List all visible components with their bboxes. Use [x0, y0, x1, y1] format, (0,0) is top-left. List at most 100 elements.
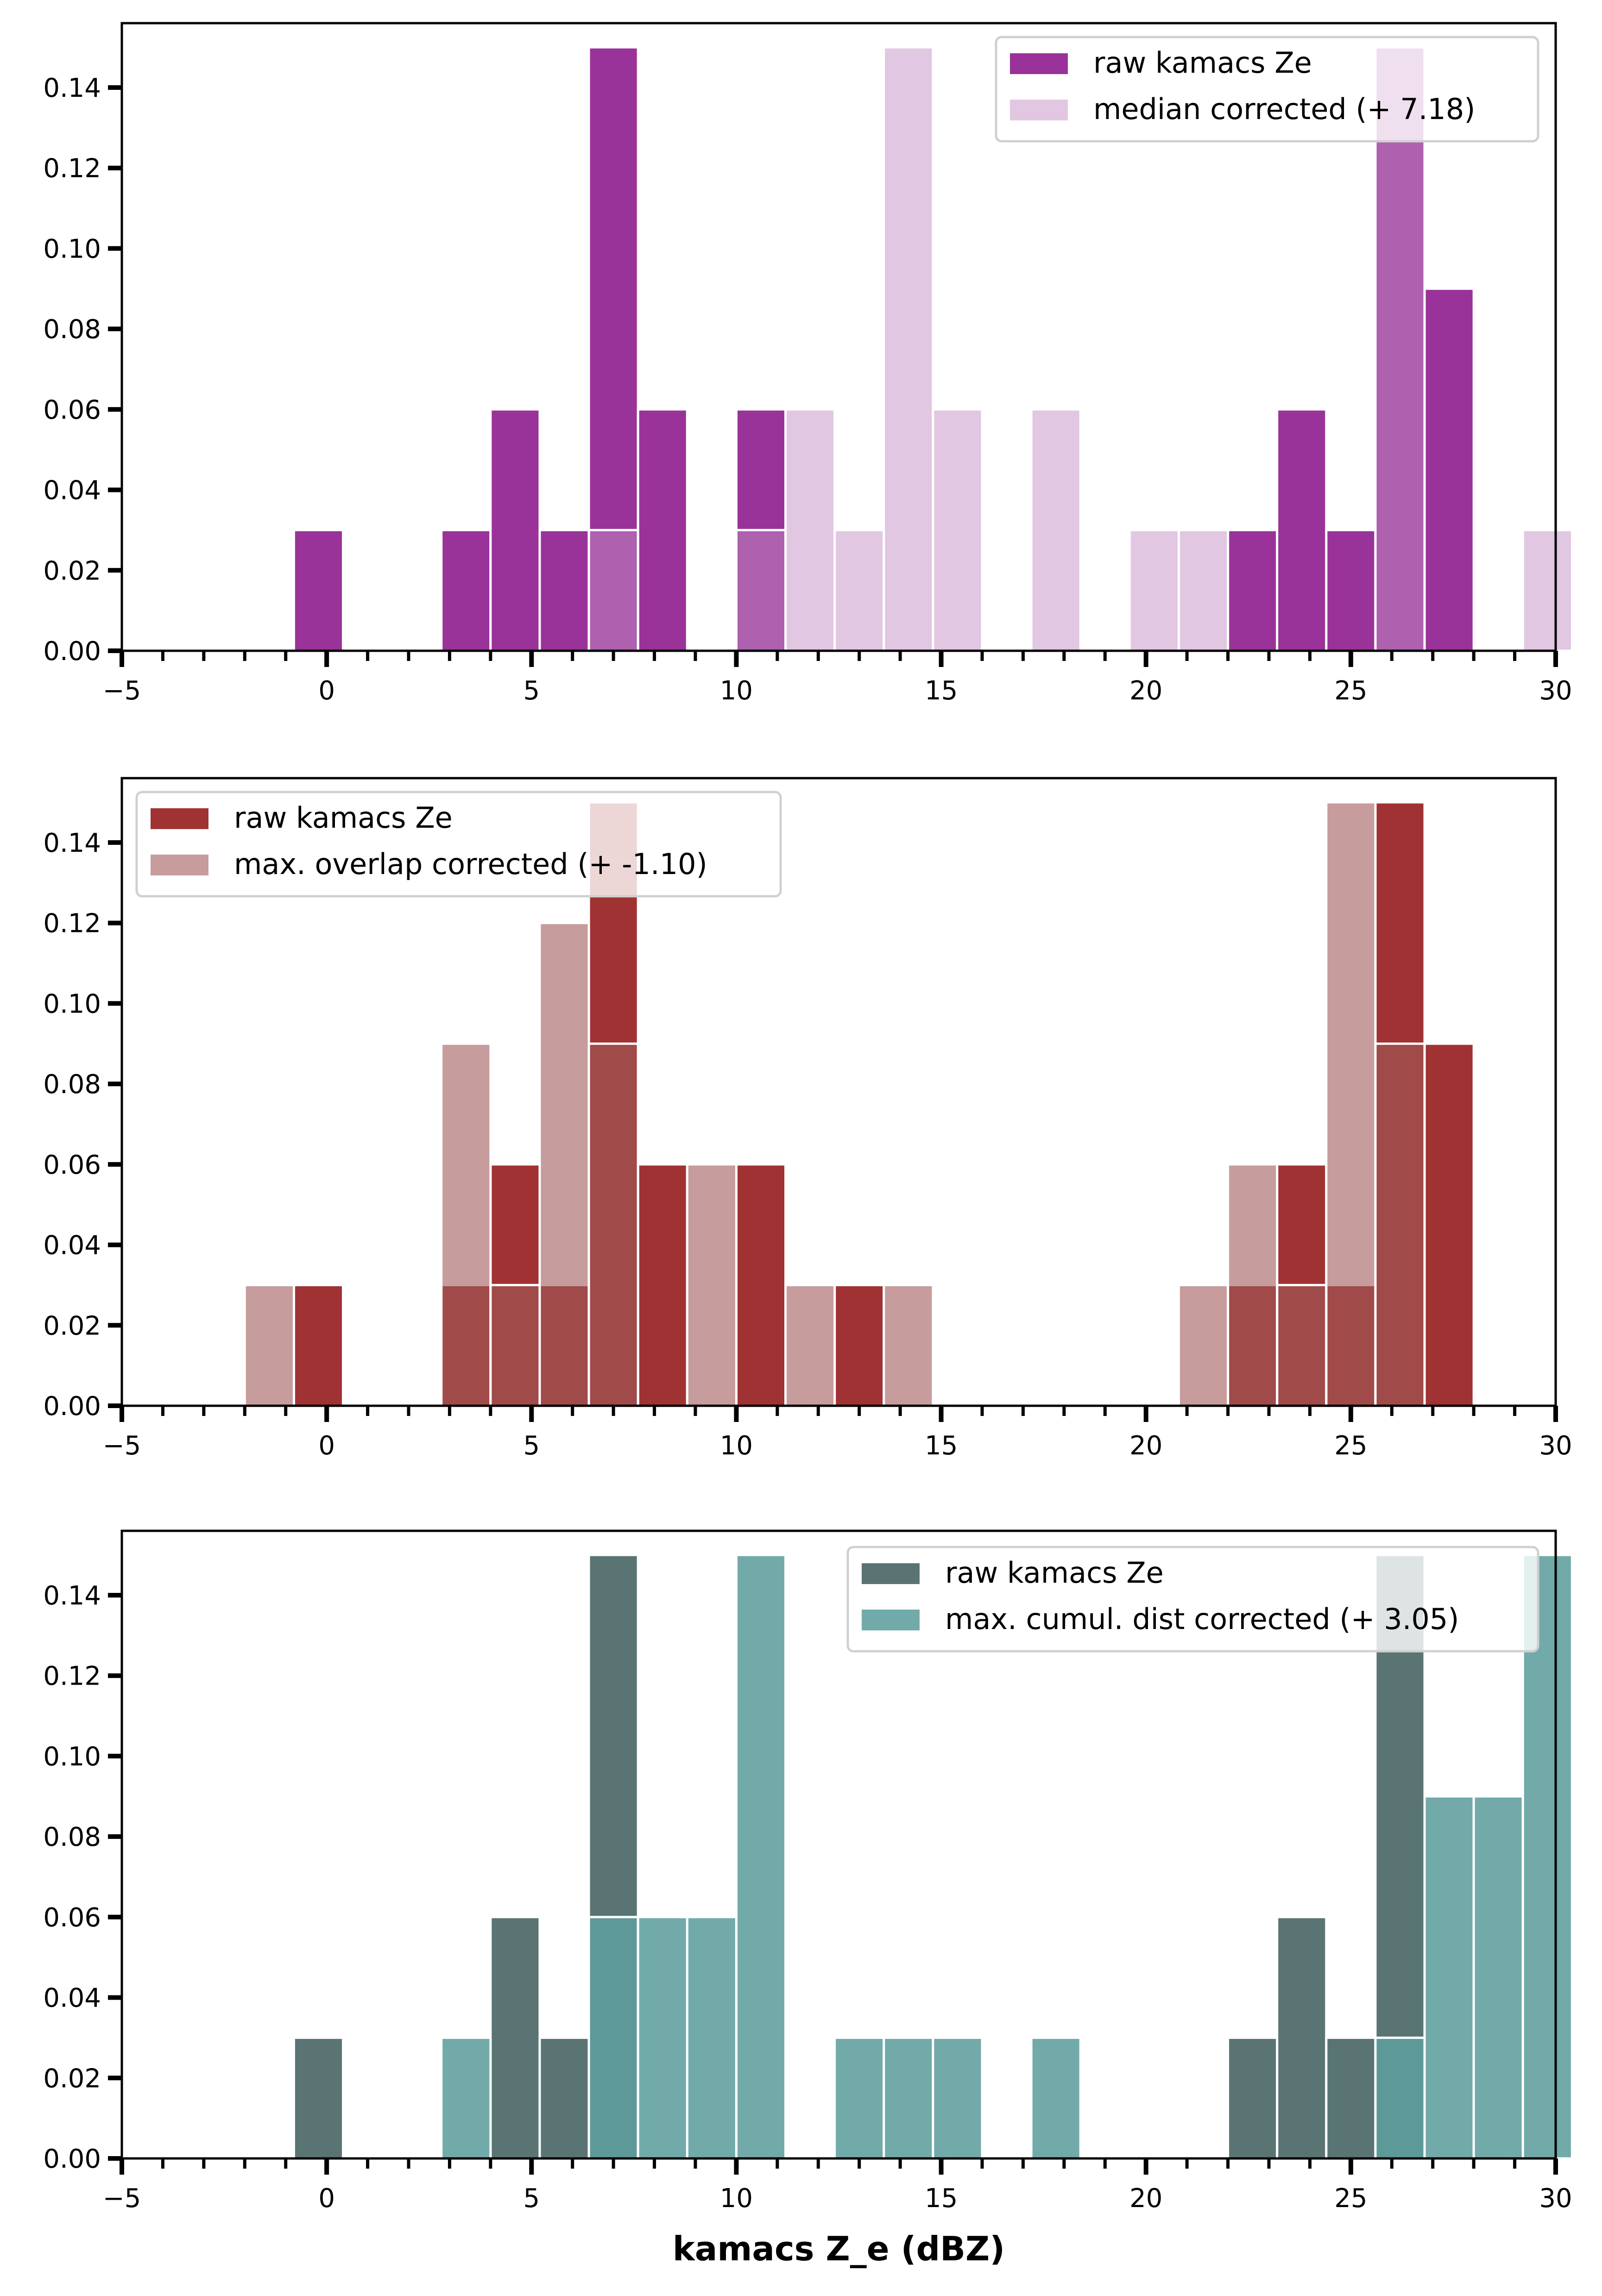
y-tick-label: 0.14	[43, 1581, 101, 1611]
histogram-bar	[686, 1163, 738, 1407]
histogram-bar	[538, 922, 590, 1407]
histogram-bar	[637, 1163, 688, 1407]
panel-1: 0.00 0.02 0.04 0.06 0.08 0.10 0.12 0.14 −5 0 5 10 15…	[43, 22, 1573, 706]
histogram-bar	[1128, 528, 1180, 652]
histogram-bar	[784, 408, 836, 652]
histogram-bar	[932, 2036, 984, 2160]
legend-label: median corrected (+ 7.18)	[1093, 92, 1476, 126]
x-tick-label: 30	[1539, 2183, 1572, 2214]
x-tick-label: 15	[925, 1431, 958, 1461]
histogram-bar	[1276, 408, 1328, 652]
histogram-bar	[1325, 801, 1377, 1407]
legend-label: raw kamacs Ze	[234, 801, 453, 835]
histogram-bar	[1227, 2036, 1279, 2160]
y-tick-label: 0.14	[43, 828, 101, 858]
legend-swatch	[862, 1610, 920, 1630]
histogram-bar	[587, 1042, 639, 1407]
histogram-bar	[833, 1283, 885, 1407]
y-tick-label: 0.08	[43, 1822, 101, 1852]
histogram-bar	[1423, 1795, 1475, 2160]
histogram-bar	[538, 2036, 590, 2160]
y-tick-label: 0.00	[43, 1391, 101, 1422]
legend-box	[135, 791, 782, 898]
x-axis-label: kamacs Z_e (dBZ)	[673, 2229, 1005, 2268]
x-tick-label: 10	[720, 676, 753, 706]
y-tick-label: 0.00	[43, 2144, 101, 2174]
panel-2: 0.00 0.02 0.04 0.06 0.08 0.10 0.12 0.14 −5 0 5 10 15…	[43, 777, 1572, 1461]
histogram-bar	[735, 528, 787, 652]
y-tick-label: 0.10	[43, 234, 101, 264]
legend-swatch	[1010, 100, 1068, 120]
histogram-bar	[1276, 1916, 1328, 2160]
histogram-bar	[1325, 2036, 1377, 2160]
y-tick-label: 0.06	[43, 1150, 101, 1180]
histogram-bar	[440, 528, 492, 652]
legend-label: raw kamacs Ze	[1093, 46, 1312, 80]
y-tick-label: 0.08	[43, 1069, 101, 1100]
histogram-bar	[1276, 1283, 1328, 1407]
histogram-bar	[735, 1163, 787, 1407]
axes-frame	[120, 22, 1557, 652]
x-tick-label: 25	[1334, 676, 1367, 706]
y-tick-label: 0.10	[43, 989, 101, 1019]
histogram-bar	[440, 2036, 492, 2160]
y-tick-label: 0.12	[43, 1661, 101, 1692]
y-tick-label: 0.14	[43, 73, 101, 103]
histogram-bar	[292, 2036, 345, 2160]
y-tick-label: 0.10	[43, 1742, 101, 1772]
x-tick-label: 10	[720, 2183, 753, 2214]
y-tick-label: 0.04	[43, 476, 101, 506]
legend-label: max. cumul. dist corrected (+ 3.05)	[945, 1602, 1459, 1636]
x-tick-label: 10	[720, 1431, 753, 1461]
histogram-bar	[1423, 287, 1475, 652]
series-corrected	[243, 801, 1426, 1407]
histogram-bar	[883, 1283, 934, 1407]
histogram-bar	[1521, 528, 1573, 652]
histogram-bar	[1374, 1042, 1426, 1407]
histogram-bar	[1472, 1795, 1524, 2160]
histogram-bar	[932, 408, 984, 652]
histogram-bar	[489, 408, 541, 652]
legend: raw kamacs Ze max. overlap corrected (+ -…	[135, 791, 782, 898]
histogram-bar	[833, 528, 885, 652]
histogram-bar	[587, 1916, 639, 2160]
x-tick-label: 30	[1539, 676, 1572, 706]
series-corrected	[440, 1554, 1573, 2160]
y-tick-label: 0.02	[43, 556, 101, 586]
x-tick-label: 5	[523, 1431, 540, 1461]
histogram-bar	[833, 2036, 885, 2160]
y-tick-label: 0.06	[43, 1903, 101, 1933]
y-tick-label: 0.02	[43, 2063, 101, 2094]
y-tick-label: 0.04	[43, 1231, 101, 1261]
x-tick-label: 25	[1334, 2183, 1367, 2214]
x-tick-label: −5	[103, 1431, 141, 1461]
x-tick-label: 20	[1129, 1431, 1162, 1461]
x-tick-label: −5	[103, 676, 141, 706]
x-tick-label: 0	[318, 1431, 335, 1461]
y-tick-label: 0.06	[43, 395, 101, 425]
y-tick-label: 0.00	[43, 636, 101, 667]
histogram-bar	[489, 1916, 541, 2160]
x-tick-label: 15	[925, 676, 958, 706]
legend-label: raw kamacs Ze	[945, 1556, 1164, 1590]
x-tick-label: 20	[1129, 2183, 1162, 2214]
legend: raw kamacs Ze median corrected (+ 7.18)	[995, 36, 1539, 143]
y-tick-label: 0.12	[43, 909, 101, 939]
x-tick-label: 30	[1539, 1431, 1572, 1461]
histogram-bar	[587, 528, 639, 652]
histogram-bar	[292, 1283, 345, 1407]
y-tick-label: 0.08	[43, 315, 101, 345]
x-tick-label: 20	[1129, 676, 1162, 706]
legend-swatch	[151, 855, 208, 875]
y-tick-label: 0.02	[43, 1311, 101, 1341]
x-tick-label: 5	[523, 676, 540, 706]
x-tick-label: 5	[523, 2183, 540, 2214]
axes-frame	[120, 1529, 1557, 2160]
x-tick-label: 15	[925, 2183, 958, 2214]
legend-swatch	[862, 1563, 920, 1584]
histogram-bar	[686, 1916, 738, 2160]
x-tick-label: −5	[103, 2183, 141, 2214]
y-tick-label: 0.12	[43, 154, 101, 184]
histogram-bar	[489, 1283, 541, 1407]
histogram-bar	[883, 46, 934, 652]
